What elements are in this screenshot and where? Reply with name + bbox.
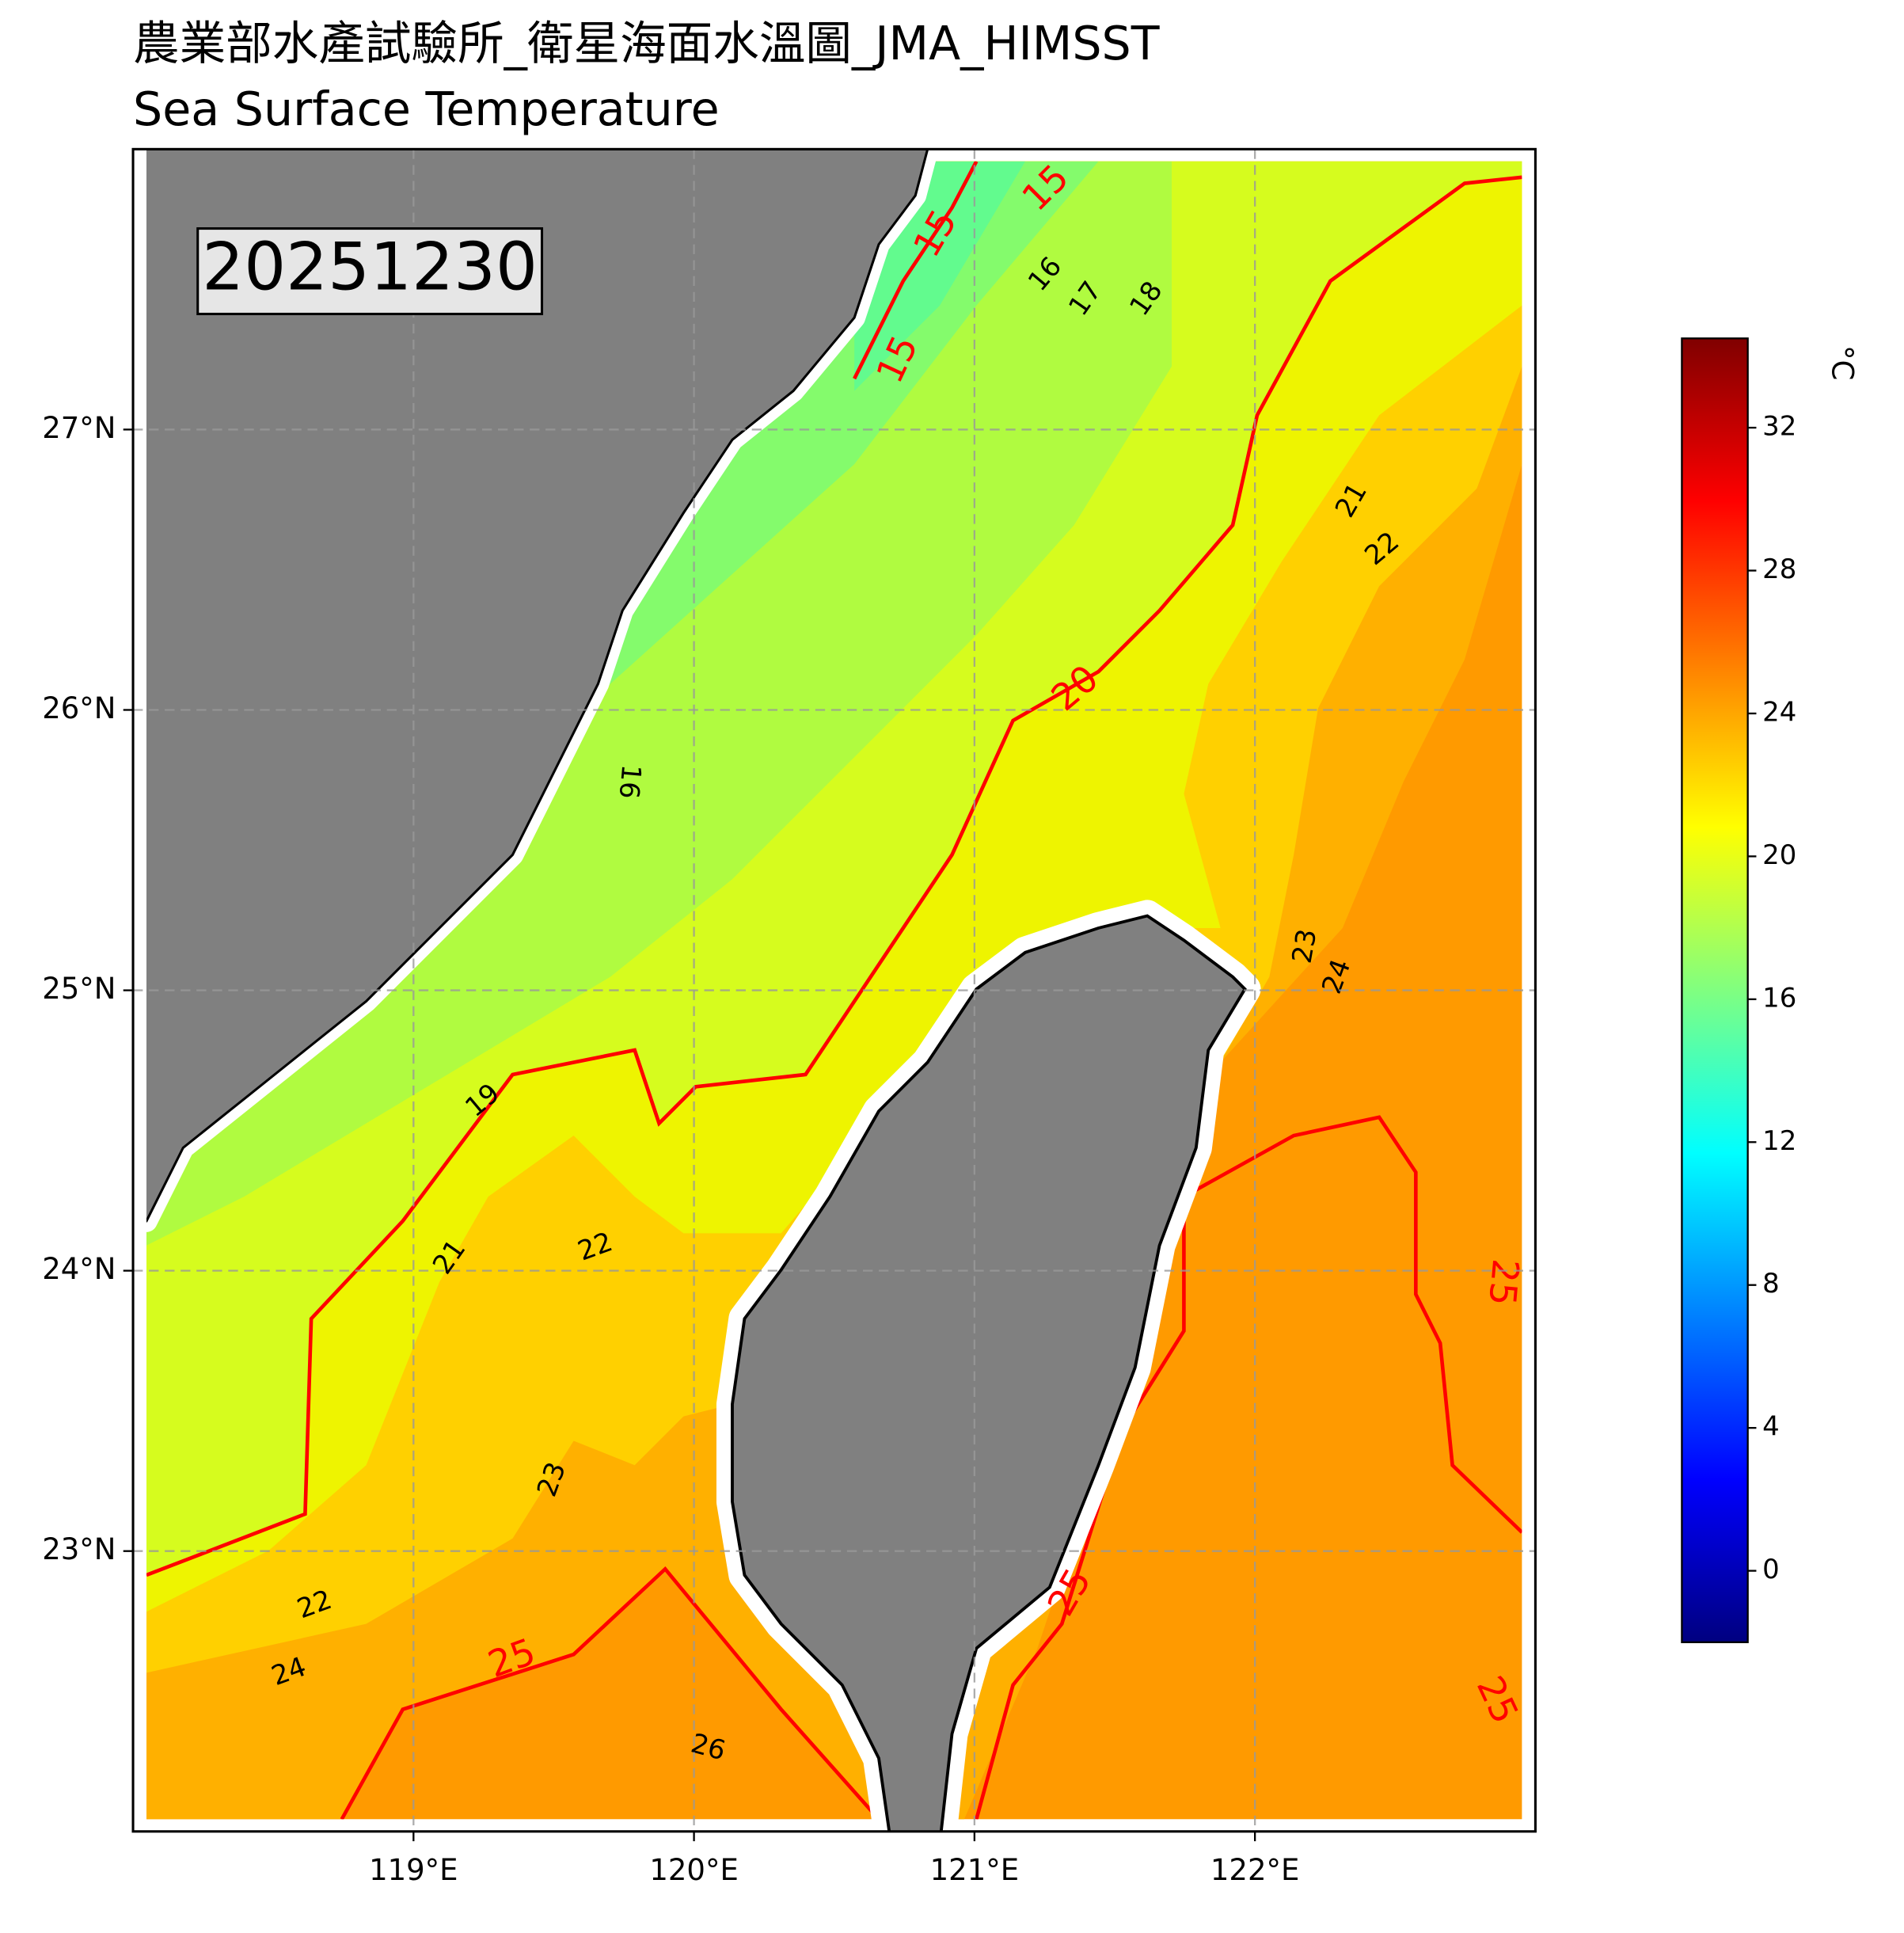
taiwan — [731, 914, 1247, 1832]
colorbar-tick-label: 0 — [1762, 1554, 1780, 1585]
colorbar-tick-label: 12 — [1762, 1125, 1796, 1156]
date-label: 20251230 — [202, 228, 538, 305]
chart-subtitle: Sea Surface Temperature — [133, 82, 720, 136]
y-tick-label: 26°N — [42, 691, 116, 725]
contour-label: 23 — [1286, 927, 1323, 965]
contour-label: 25 — [1480, 1258, 1527, 1307]
contour-15 — [853, 161, 979, 380]
land — [133, 149, 1536, 1832]
x-tick-label: 121°E — [930, 1853, 1020, 1887]
colorbar-tick-label: 8 — [1762, 1268, 1780, 1299]
y-tick-label: 25°N — [42, 972, 116, 1006]
contour-25 — [340, 1566, 880, 1820]
y-tick-label: 27°N — [42, 411, 116, 445]
colorbar-tick-label: 28 — [1762, 554, 1796, 584]
grid: 119°E 120°E 121°E 122°E 23°N 24°N 25°N 26°N 27°N — [42, 149, 1536, 1887]
x-tick-label: 119°E — [369, 1853, 458, 1887]
date-box — [196, 227, 544, 316]
colorbar-tick-label: 16 — [1762, 982, 1796, 1013]
contour-20 — [146, 175, 1522, 1577]
colorbar-label: °C — [1825, 345, 1859, 380]
china-coast — [133, 149, 929, 1223]
colorbar-tick-label: 32 — [1762, 411, 1796, 442]
contour-label: 16 — [614, 763, 648, 800]
edge — [1522, 149, 1536, 1832]
y-tick-label: 23°N — [42, 1532, 116, 1566]
chart-title: 農業部水產試驗所_衛星海面水溫圖_JMA_HIMSST — [133, 17, 1160, 70]
colorbar-tick-label: 20 — [1762, 839, 1796, 870]
y-tick-label: 24°N — [42, 1252, 116, 1286]
map-frame — [131, 147, 1537, 1833]
contour-25 — [975, 1115, 1522, 1820]
x-tick-label: 122°E — [1210, 1853, 1300, 1887]
x-tick-label: 120°E — [649, 1853, 739, 1887]
colorbar: 0 4 8 12 16 20 24 28 32 — [1681, 337, 1796, 1643]
colorbar-scale — [1681, 337, 1749, 1643]
colorbar-tick-label: 24 — [1762, 696, 1796, 727]
colorbar-tick-label: 4 — [1762, 1411, 1780, 1442]
